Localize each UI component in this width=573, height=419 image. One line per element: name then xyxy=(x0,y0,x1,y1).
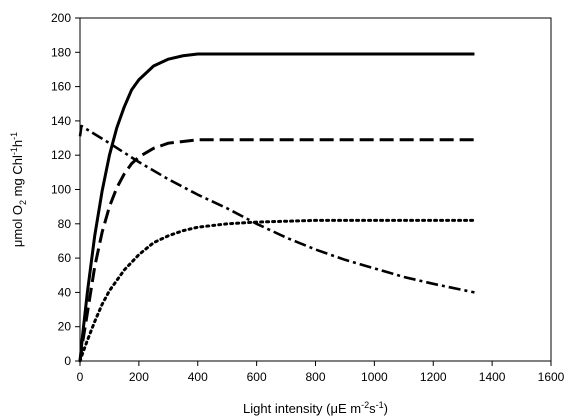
x-tick-label: 800 xyxy=(305,370,325,384)
series-line-solid xyxy=(78,52,475,362)
y-tick-label: 200 xyxy=(51,11,71,25)
x-tick-label: 1000 xyxy=(361,370,388,384)
y-tick-label: 60 xyxy=(58,251,72,265)
x-tick-label: 1600 xyxy=(538,370,565,384)
y-tick-label: 80 xyxy=(58,217,72,231)
y-axis-title: μmol O2 mg Chl-1h-1 xyxy=(9,132,28,247)
x-tick-label: 600 xyxy=(247,370,267,384)
x-axis-ticks: 0 200 400 600 800 1000 1200 1400 1600 xyxy=(77,361,565,384)
series-line-dash xyxy=(78,138,475,362)
y-tick-label: 140 xyxy=(51,114,71,128)
y-tick-label: 120 xyxy=(51,148,71,162)
y-tick-label: 180 xyxy=(51,45,71,59)
y-tick-label: 0 xyxy=(64,354,71,368)
y-tick-label: 40 xyxy=(58,285,72,299)
y-tick-label: 20 xyxy=(58,320,72,334)
x-tick-label: 1400 xyxy=(479,370,506,384)
x-tick-label: 0 xyxy=(77,370,84,384)
y-tick-label: 100 xyxy=(51,183,71,197)
x-axis-title: Light intensity (μE m-2s-1) xyxy=(243,400,388,416)
series-layer xyxy=(78,52,476,363)
series-line-dash-dot xyxy=(78,124,475,294)
y-tick-label: 160 xyxy=(51,80,71,94)
series-line-dot xyxy=(78,218,476,363)
x-tick-label: 1200 xyxy=(420,370,447,384)
x-tick-label: 200 xyxy=(129,370,149,384)
y-axis-ticks: 0 20 40 60 80 100 120 140 160 180 200 xyxy=(51,11,80,368)
x-tick-label: 400 xyxy=(188,370,208,384)
